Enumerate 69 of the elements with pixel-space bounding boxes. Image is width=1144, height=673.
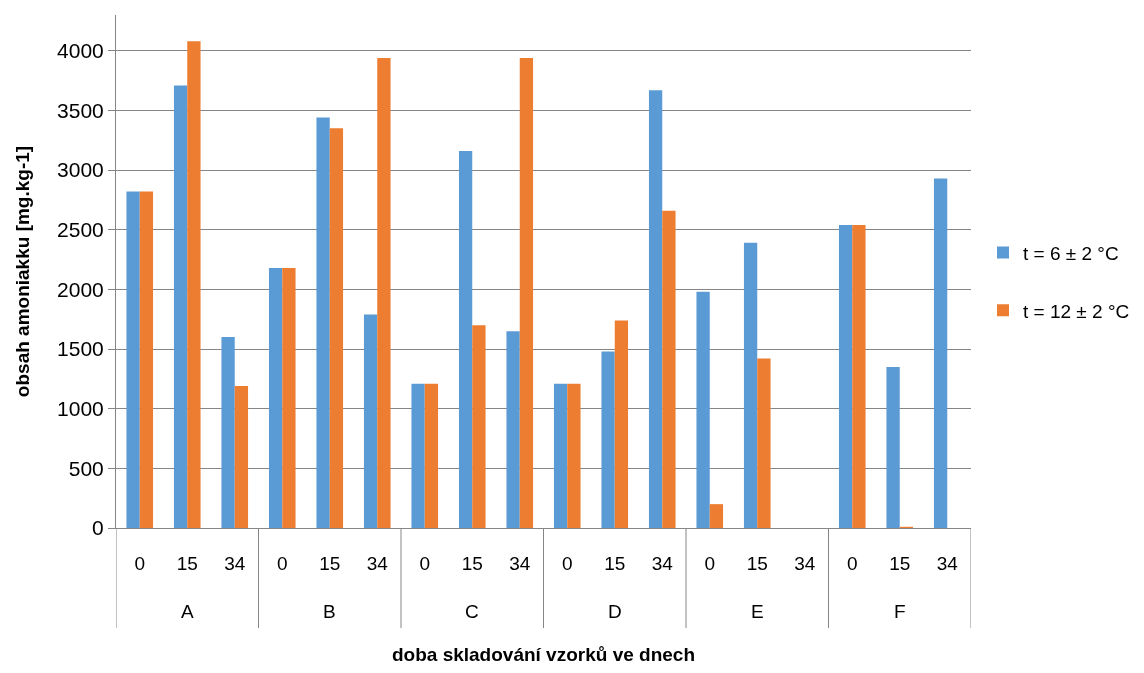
bar bbox=[234, 386, 249, 528]
bar bbox=[852, 224, 866, 528]
y-tick-label: 3500 bbox=[57, 98, 104, 122]
bar bbox=[329, 128, 344, 528]
bar bbox=[506, 331, 520, 528]
y-tick-label: 1000 bbox=[57, 397, 104, 421]
y-axis-title: obsah amoniakku [mg.kg-1] bbox=[11, 145, 33, 398]
bar bbox=[886, 366, 900, 528]
x-tick-label: 0 bbox=[704, 552, 716, 574]
bar bbox=[316, 117, 330, 528]
text: F bbox=[894, 601, 906, 622]
bar bbox=[662, 210, 676, 528]
bar bbox=[601, 351, 615, 528]
bar bbox=[458, 151, 473, 528]
y-tick-label: 3000 bbox=[57, 158, 104, 182]
bar bbox=[424, 383, 439, 528]
bar bbox=[553, 383, 568, 528]
bar bbox=[519, 57, 534, 528]
bar bbox=[139, 191, 154, 528]
y-tick-label: 2500 bbox=[57, 218, 104, 242]
x-tick-label: 34 bbox=[794, 552, 816, 574]
x-axis-title: doba skladování vzorků ve dnech bbox=[391, 643, 696, 665]
bar bbox=[282, 267, 296, 528]
y-tick-label: 4000 bbox=[57, 39, 104, 63]
bar bbox=[472, 325, 486, 528]
bar bbox=[187, 41, 201, 528]
bar bbox=[743, 242, 758, 528]
y-tick-label: 0 bbox=[92, 516, 104, 540]
bar bbox=[377, 57, 391, 528]
y-tick-label: 1500 bbox=[57, 337, 104, 361]
bar bbox=[614, 320, 629, 528]
x-tick-label: 34 bbox=[936, 552, 959, 574]
x-tick-label: 34 bbox=[651, 552, 674, 574]
bar bbox=[567, 383, 581, 528]
x-tick-label: 34 bbox=[224, 552, 246, 574]
bar bbox=[757, 358, 771, 528]
x-tick-label: 15 bbox=[746, 552, 768, 574]
legend-label: t = 6 ± 2 °C bbox=[1023, 243, 1119, 265]
bar bbox=[221, 337, 235, 528]
text: C bbox=[465, 601, 479, 622]
x-tick-label: 0 bbox=[846, 552, 858, 574]
bar bbox=[696, 291, 710, 528]
x-tick-label: 15 bbox=[176, 552, 198, 574]
text: B bbox=[323, 601, 336, 622]
bar bbox=[648, 90, 663, 528]
x-tick-label: 15 bbox=[461, 552, 483, 574]
x-tick-label: 0 bbox=[419, 552, 431, 574]
x-tick-label: 0 bbox=[276, 552, 288, 574]
x-tick-label: 0 bbox=[134, 552, 146, 574]
x-tick-label: 34 bbox=[366, 552, 389, 574]
text: A bbox=[181, 601, 194, 622]
bar bbox=[411, 383, 425, 528]
text: E bbox=[751, 601, 764, 622]
bar bbox=[268, 267, 283, 528]
x-tick-label: 15 bbox=[604, 552, 626, 574]
bar bbox=[838, 224, 853, 528]
bar bbox=[173, 85, 188, 528]
x-tick-label: 15 bbox=[319, 552, 341, 574]
x-tick-label: 0 bbox=[561, 552, 573, 574]
bar bbox=[933, 178, 948, 528]
text: D bbox=[608, 601, 622, 622]
legend-label: t = 12 ± 2 °C bbox=[1023, 300, 1130, 322]
y-tick-label: 500 bbox=[68, 456, 104, 480]
x-tick-label: 34 bbox=[509, 552, 531, 574]
y-tick-label: 2000 bbox=[57, 277, 104, 301]
bar bbox=[126, 191, 140, 528]
bar bbox=[709, 504, 724, 528]
bar bbox=[363, 314, 378, 528]
x-tick-label: 15 bbox=[889, 552, 911, 574]
